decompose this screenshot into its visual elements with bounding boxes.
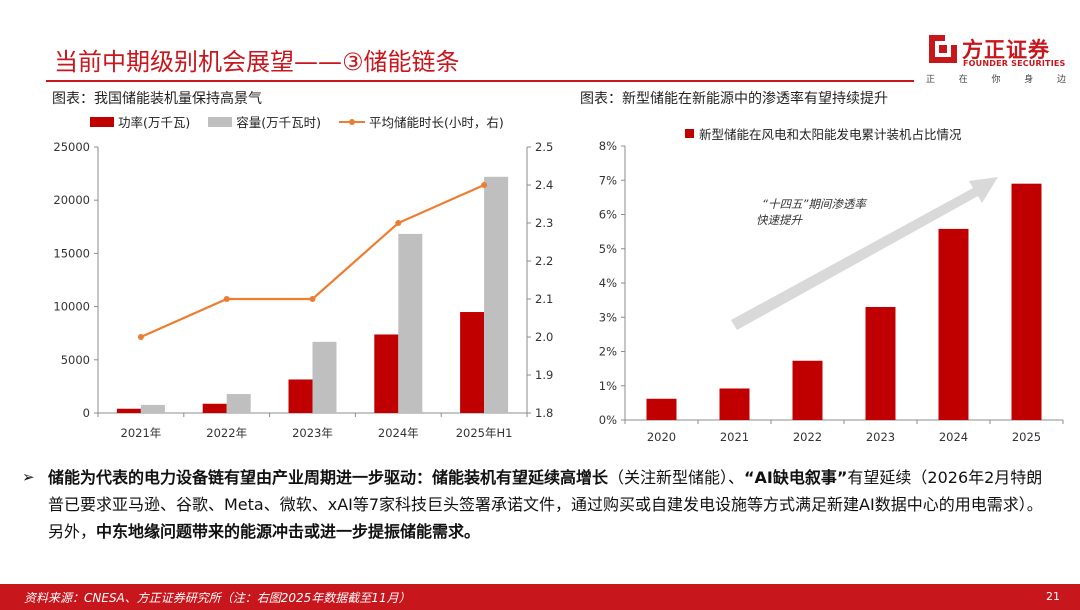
bar-power — [202, 403, 227, 413]
y-right-tick-label: 2.4 — [535, 178, 553, 192]
legend-power-swatch — [90, 116, 114, 127]
slogan-char: 在 — [958, 75, 968, 85]
page-number: 21 — [1046, 590, 1060, 603]
bar-power — [116, 408, 141, 413]
bullet-arrow-icon: ➢ — [22, 468, 35, 486]
slogan-char: 边 — [1056, 75, 1066, 85]
annotation-line: 快速提升 — [756, 213, 803, 227]
legend-capacity: 容量(万千瓦时) — [208, 112, 321, 131]
bar-capacity — [398, 233, 423, 413]
bar-capacity — [140, 404, 165, 413]
y-left-tick-label: 25000 — [53, 140, 90, 154]
footer-bar: 资料来源：CNESA、方正证券研究所（注：右图2025年数据截至11月） 21 — [0, 584, 1080, 610]
point-avg-duration — [137, 334, 144, 340]
y-left-tick-label: 10000 — [53, 300, 90, 314]
bar-penetration — [719, 388, 750, 420]
point-avg-duration — [309, 296, 316, 302]
legend-penetration-label: 新型储能在风电和太阳能发电累计装机占比情况 — [699, 127, 962, 142]
right-y-tick-label: 4% — [599, 276, 617, 290]
x-tick-label: 2022年 — [206, 426, 247, 440]
x-tick-label: 2021年 — [121, 426, 162, 440]
bar-penetration — [865, 306, 896, 420]
annotation-line: “十四五”期间渗透率 — [762, 197, 867, 211]
y-left-tick-label: 0 — [83, 406, 90, 420]
y-right-tick-label: 1.8 — [535, 406, 553, 420]
right-x-tick-label: 2024 — [939, 430, 968, 444]
footer-source: 资料来源：CNESA、方正证券研究所（注：右图2025年数据截至11月） — [24, 591, 411, 605]
y-right-tick-label: 2.1 — [535, 292, 553, 306]
slogan-char: 你 — [991, 75, 1001, 85]
right-x-tick-label: 2021 — [720, 430, 749, 444]
y-right-tick-label: 2.5 — [535, 140, 553, 154]
right-y-tick-label: 2% — [599, 345, 617, 359]
bar-power — [374, 334, 399, 413]
right-y-tick-label: 8% — [599, 139, 617, 153]
y-right-tick-label: 2.0 — [535, 330, 553, 344]
page-title: 当前中期级别机会展望——③储能链条 — [54, 48, 460, 76]
legend-duration-label: 平均储能时长(小时，右) — [369, 115, 504, 130]
slogan-char: 身 — [1024, 75, 1034, 85]
point-avg-duration — [481, 182, 488, 188]
right-chart-title: 图表：新型储能在新能源中的渗透率有望持续提升 — [580, 91, 888, 107]
bar-capacity — [484, 176, 509, 413]
right-x-tick-label: 2022 — [793, 430, 822, 444]
left-chart-legend: 功率(万千瓦) 容量(万千瓦时) 平均储能时长(小时，右) — [90, 112, 504, 131]
y-right-tick-label: 2.3 — [535, 216, 553, 230]
bar-capacity — [312, 341, 337, 413]
legend-power-label: 功率(万千瓦) — [118, 115, 191, 130]
x-tick-label: 2023年 — [292, 426, 333, 440]
founder-logo-icon — [929, 35, 957, 63]
legend-power: 功率(万千瓦) — [90, 112, 190, 131]
y-right-tick-label: 2.2 — [535, 254, 553, 268]
trend-arrow-icon — [731, 177, 998, 330]
y-left-tick-label: 20000 — [53, 193, 90, 207]
legend-capacity-swatch — [208, 116, 233, 127]
right-y-tick-label: 7% — [599, 173, 617, 187]
right-y-tick-label: 0% — [599, 413, 617, 427]
right-x-tick-label: 2023 — [866, 430, 895, 444]
bar-penetration — [792, 360, 823, 420]
y-left-tick-label: 5000 — [61, 353, 90, 367]
y-right-tick-label: 1.9 — [535, 368, 553, 382]
logo-name-cn: 方正证券 — [962, 38, 1050, 62]
bar-power — [460, 312, 485, 413]
annotation-text: “十四五”期间渗透率快速提升 — [756, 197, 867, 227]
right-x-tick-label: 2020 — [647, 430, 676, 444]
legend-duration: 平均储能时长(小时，右) — [339, 112, 504, 131]
x-tick-label: 2025年H1 — [456, 426, 513, 440]
right-chart: 0% 1% 2% 3% 4% 5% 6% 7% 8% 2020 2021 2022 2023 2024 20… — [599, 139, 1064, 444]
legend-duration-swatch — [339, 117, 366, 127]
right-y-tick-label: 1% — [599, 379, 617, 393]
x-tick-label: 2024年 — [378, 426, 419, 440]
legend-capacity-label: 容量(万千瓦时) — [236, 115, 322, 130]
right-y-tick-label: 6% — [599, 208, 617, 222]
company-logo: 方正证券 FOUNDER SECURITIES 正 在 你 身 边 — [922, 28, 1072, 92]
bar-penetration — [1011, 183, 1042, 420]
left-chart: 0 5000 10000 15000 20000 25000 1.8 1.9 2.0 2.1 2.2… — [53, 140, 553, 440]
bar-power — [288, 379, 313, 413]
y-left-tick-label: 15000 — [53, 246, 90, 260]
bullet-normal-1: （关注新型储能）、 — [608, 468, 745, 487]
slogan-char: 正 — [926, 75, 936, 85]
right-y-tick-label: 5% — [599, 242, 617, 256]
logo-slogan: 正 在 你 身 边 — [926, 72, 1066, 85]
point-avg-duration — [395, 220, 402, 226]
bullet-normal-2: 有望延续（2026年2月特朗普已要求亚马逊、谷歌、Meta、微软、xAI等7家科… — [48, 468, 1043, 541]
bar-penetration — [938, 228, 969, 420]
logo-name-en: FOUNDER SECURITIES — [963, 59, 1066, 68]
point-avg-duration — [223, 296, 230, 302]
bar-capacity — [226, 394, 251, 413]
right-y-tick-label: 3% — [599, 310, 617, 324]
bar-penetration — [646, 398, 677, 420]
left-chart-title: 图表：我国储能装机量保持高景气 — [52, 91, 262, 107]
right-chart-legend: 新型储能在风电和太阳能发电累计装机占比情况 — [685, 124, 962, 143]
bullet-bold-3: 中东地缘问题带来的能源冲击或进一步提振储能需求。 — [96, 522, 481, 541]
bullet-bold-2: “AI缺电叙事” — [744, 468, 848, 487]
right-x-tick-label: 2025 — [1012, 430, 1041, 444]
bullet-text: 储能为代表的电力设备链有望由产业周期进一步驱动：储能装机有望延续高增长（关注新型… — [48, 464, 1048, 545]
legend-penetration-swatch — [685, 129, 694, 138]
title-divider — [46, 80, 914, 82]
bullet-bold-1: 储能为代表的电力设备链有望由产业周期进一步驱动：储能装机有望延续高增长 — [48, 468, 609, 487]
